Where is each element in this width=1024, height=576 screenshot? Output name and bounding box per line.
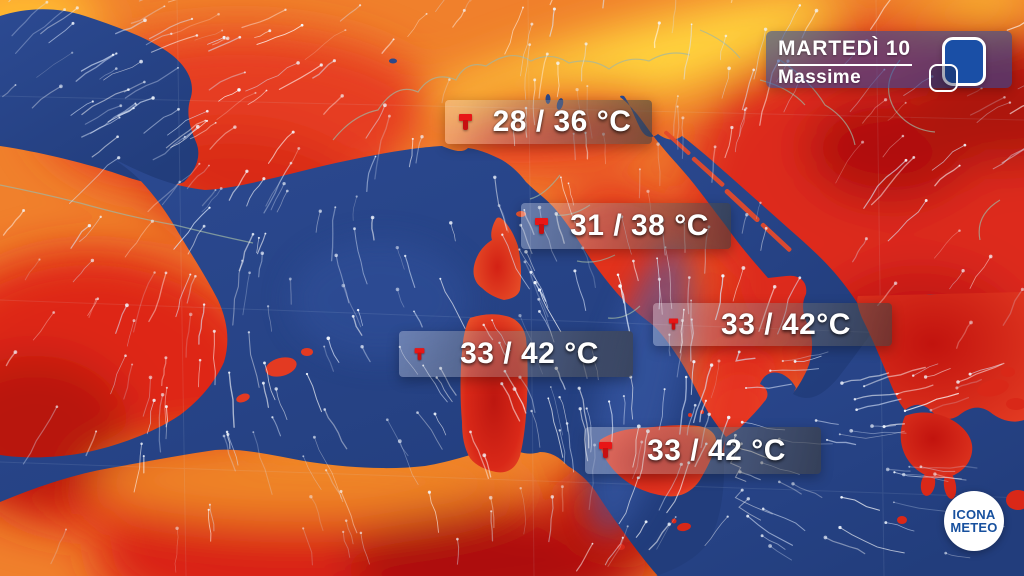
brand-square-small-icon [929,64,958,92]
ibiza [236,393,250,403]
temp-value: 28 / 36 °C [492,105,632,138]
menorca [301,348,313,356]
croatian-islands [664,130,792,252]
atlantic-bay-of-biscay [0,9,199,186]
western-mediterranean-sea [0,146,740,576]
temperature-marker-icon [535,217,548,235]
temp-value: 31 / 38 °C [570,209,709,242]
forecast-header-badge: MARTEDÌ 10 Massime [766,31,1012,92]
forecast-day: MARTEDÌ 10 [778,37,911,60]
logo-line2: METEO [950,520,998,535]
brand-square-icon [942,37,986,86]
temperature-marker-icon [599,442,612,459]
mallorca [265,357,297,377]
badge-divider [778,64,912,66]
temperature-marker-icon [668,318,679,331]
temp-value: 33 / 42 °C [647,433,786,467]
temp-value: 33 / 42 °C [460,337,599,370]
aegean-islands [897,367,1024,524]
temperature-marker-icon [459,113,472,131]
temp-value: 33 / 42°C [721,307,851,341]
temp-label: 33 / 42 °C [585,427,821,474]
temperature-marker-icon [414,347,425,361]
malta [677,522,691,532]
iconameteo-logo: ICONA METEO [944,491,1004,551]
aeolian-islands [688,413,692,417]
temp-label: 33 / 42 °C [399,331,633,377]
corsica [473,217,522,300]
temp-label: 33 / 42°C [653,303,892,346]
temp-label: 28 / 36 °C [445,100,652,144]
logo-line1: ICONA [952,507,996,522]
forecast-subtitle: Massime [778,67,862,88]
peloponnese [900,412,973,479]
temp-label: 31 / 38 °C [521,203,731,249]
